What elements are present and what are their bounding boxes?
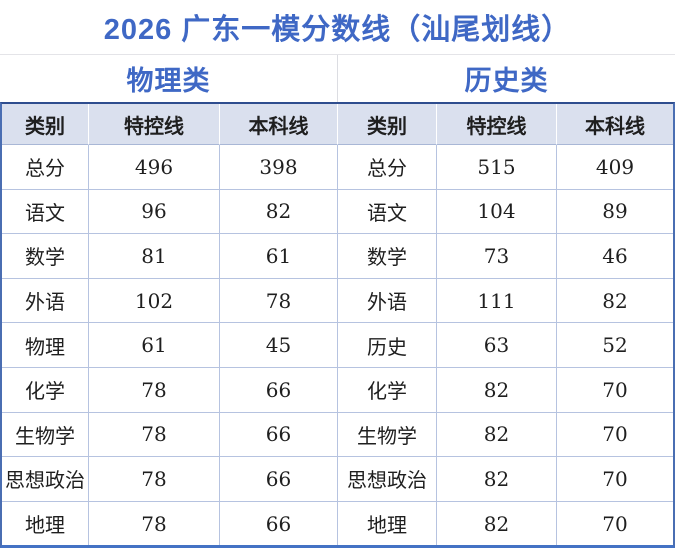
table-cell: 地理 [2,501,89,546]
score-table: 类别 特控线 本科线 类别 特控线 本科线 总分 496 398 总分 515 409 语文… [0,102,675,549]
table-cell: 历史 [338,323,437,368]
table-cell: 46 [557,234,673,279]
table-cell: 96 [89,189,220,235]
column-header-regular-right: 本科线 [557,104,673,145]
table-cell: 496 [89,145,220,190]
table-row: 外语 102 78 外语 111 82 [2,278,673,324]
table-cell: 70 [557,367,673,413]
column-header-special-left: 特控线 [89,104,220,145]
table-cell: 生物学 [338,412,437,458]
table-row: 思想政治 78 66 思想政治 82 70 [2,457,673,502]
table-cell: 61 [89,323,220,368]
table-cell: 70 [557,457,673,502]
table-cell: 73 [437,234,557,279]
table-cell: 66 [220,501,338,546]
column-header-category-right: 类别 [338,104,437,145]
table-cell: 化学 [338,367,437,413]
section-header-physics: 物理类 [0,55,338,102]
table-cell: 总分 [338,145,437,190]
table-header-row: 类别 特控线 本科线 类别 特控线 本科线 [2,104,673,145]
table-cell: 45 [220,323,338,368]
table-cell: 数学 [2,234,89,279]
table-cell: 66 [220,457,338,502]
table-row: 总分 496 398 总分 515 409 [2,145,673,190]
table-cell: 总分 [2,145,89,190]
table-body: 总分 496 398 总分 515 409 语文 96 82 语文 104 89 数学 81 61 数学 73 4… [2,145,673,546]
table-cell: 化学 [2,367,89,413]
table-header: 类别 特控线 本科线 类别 特控线 本科线 [2,104,673,145]
page-title: 2026 广东一模分数线（汕尾划线） [0,0,675,55]
table-cell: 515 [437,145,557,190]
table-cell: 66 [220,412,338,458]
table-cell: 78 [89,412,220,458]
table-cell: 78 [220,278,338,324]
table-cell: 78 [89,457,220,502]
table-cell: 61 [220,234,338,279]
table-cell: 70 [557,412,673,458]
table-cell: 70 [557,501,673,546]
table-cell: 82 [437,412,557,458]
table-row: 数学 81 61 数学 73 46 [2,234,673,279]
table-cell: 物理 [2,323,89,368]
table-cell: 数学 [338,234,437,279]
table-cell: 82 [437,367,557,413]
table-cell: 52 [557,323,673,368]
table-row: 地理 78 66 地理 82 70 [2,501,673,546]
table-cell: 82 [557,278,673,324]
table-row: 物理 61 45 历史 63 52 [2,323,673,368]
table-cell: 外语 [338,278,437,324]
category-header-row: 物理类 历史类 [0,55,675,102]
table-cell: 78 [89,501,220,546]
table-cell: 111 [437,278,557,324]
table-cell: 生物学 [2,412,89,458]
table-cell: 78 [89,367,220,413]
table-cell: 82 [220,189,338,235]
table-cell: 104 [437,189,557,235]
table-row: 语文 96 82 语文 104 89 [2,189,673,235]
table-cell: 409 [557,145,673,190]
column-header-category-left: 类别 [2,104,89,145]
table-row: 生物学 78 66 生物学 82 70 [2,412,673,458]
table-cell: 81 [89,234,220,279]
table-cell: 地理 [338,501,437,546]
table-cell: 89 [557,189,673,235]
column-header-special-right: 特控线 [437,104,557,145]
section-header-history: 历史类 [464,66,549,96]
table-cell: 66 [220,367,338,413]
table-cell: 102 [89,278,220,324]
table-cell: 语文 [2,189,89,235]
table-cell: 语文 [338,189,437,235]
table-cell: 思想政治 [2,457,89,502]
table-cell: 82 [437,501,557,546]
table-row: 化学 78 66 化学 82 70 [2,367,673,413]
table-cell: 外语 [2,278,89,324]
table-cell: 398 [220,145,338,190]
column-header-regular-left: 本科线 [220,104,338,145]
table-cell: 82 [437,457,557,502]
table-cell: 思想政治 [338,457,437,502]
table-cell: 63 [437,323,557,368]
